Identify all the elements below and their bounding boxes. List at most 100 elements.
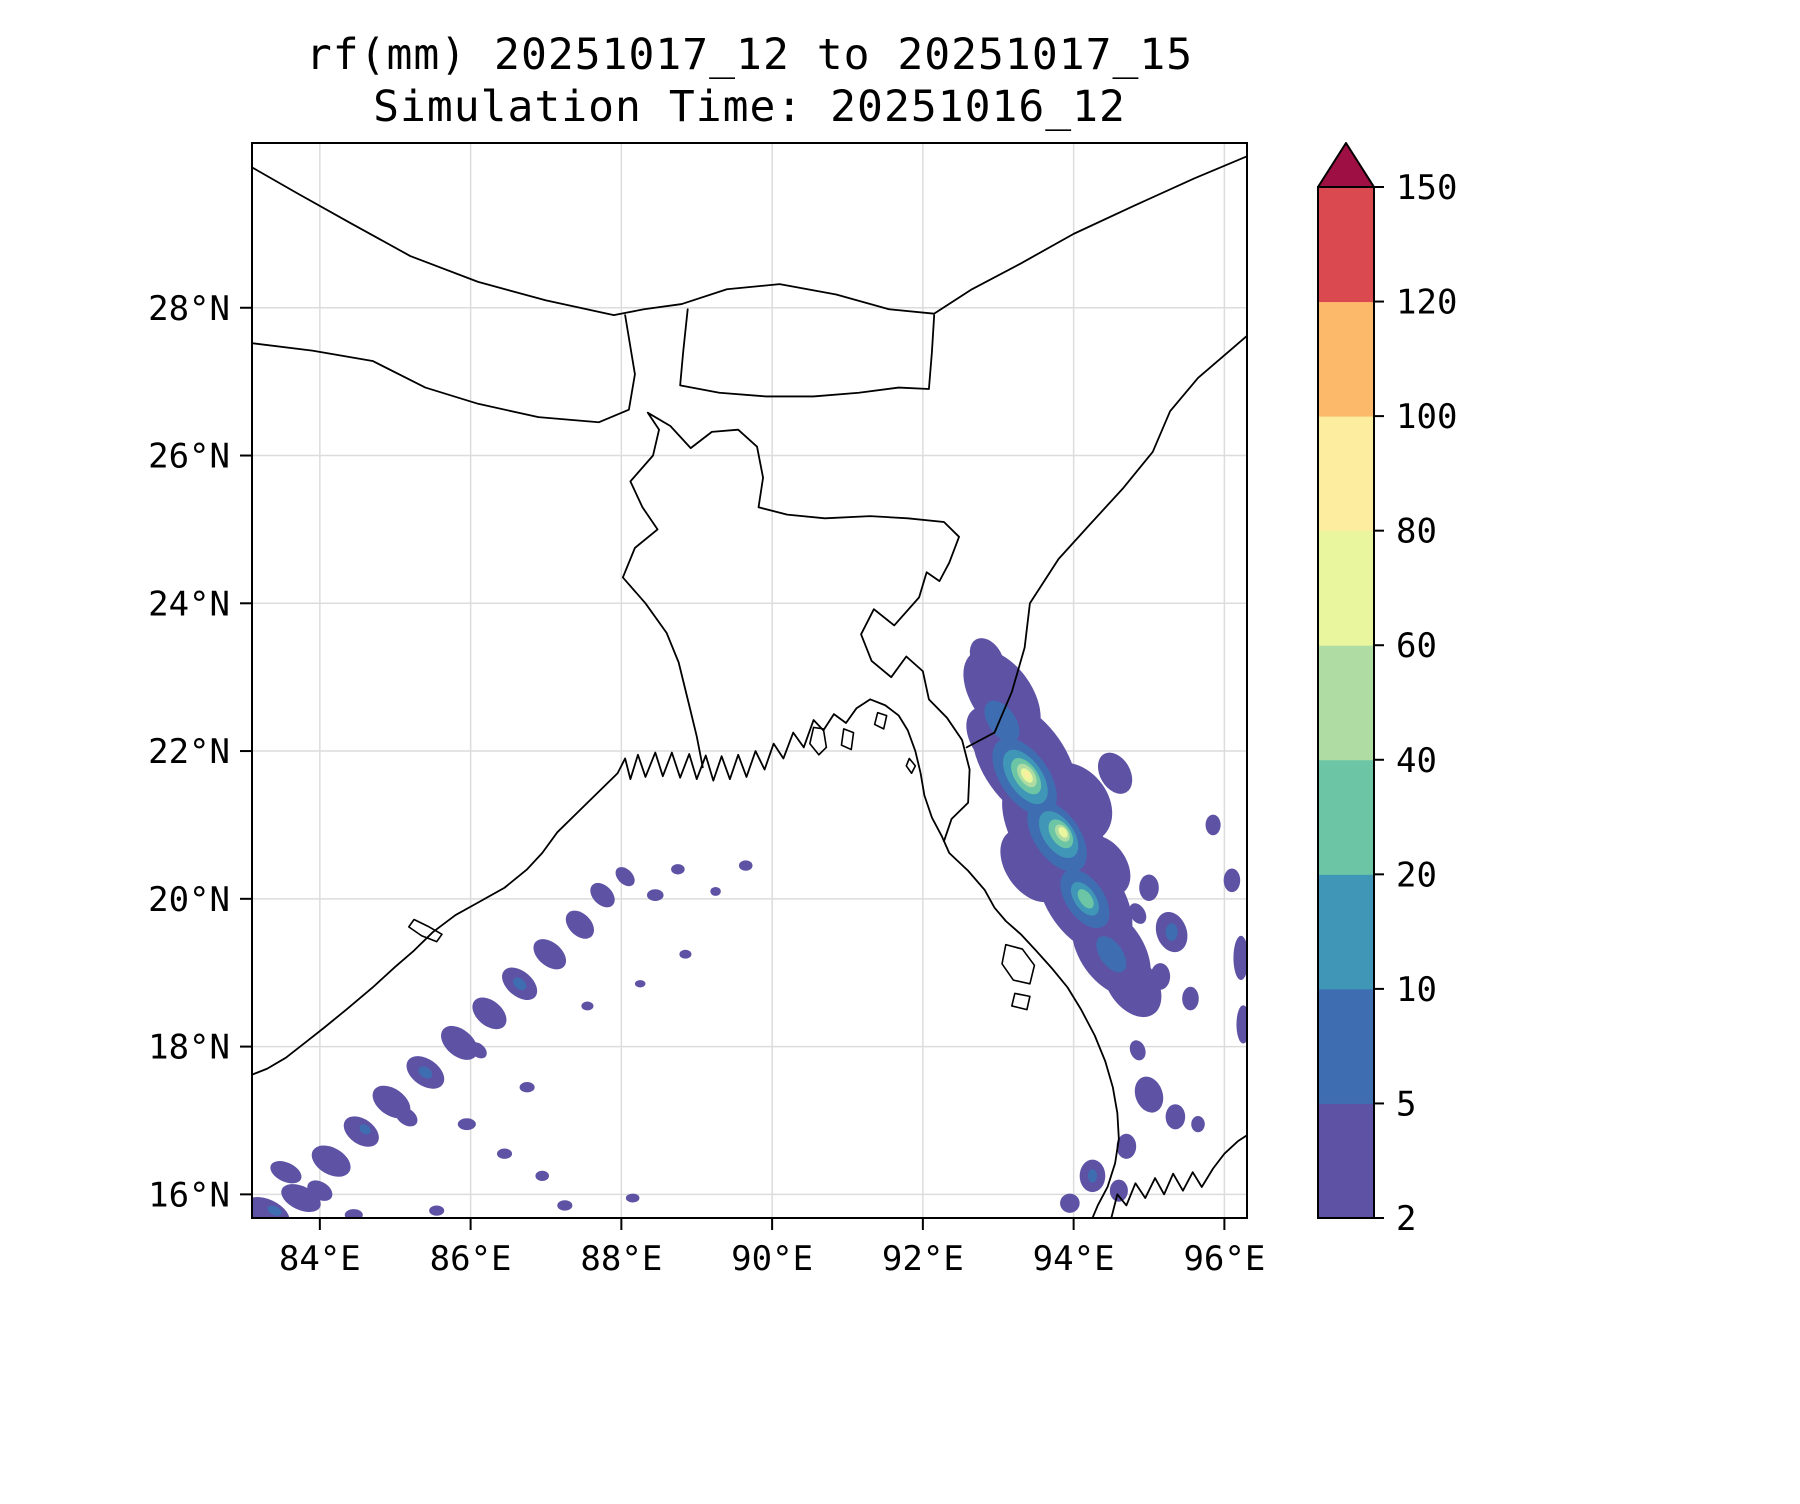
rain-contour-patch xyxy=(557,1200,573,1211)
colorbar-segment xyxy=(1318,187,1374,303)
country-border xyxy=(679,308,936,398)
rain-contour-patch xyxy=(1139,874,1159,902)
rain-contour-patch xyxy=(311,1145,351,1177)
rain-contour-patch xyxy=(738,860,753,871)
rain-contour-patch xyxy=(984,700,1020,743)
rain-contour-patch xyxy=(1165,1104,1186,1130)
rain-contour-patch xyxy=(1191,1116,1205,1133)
rain-contour-patch xyxy=(1096,936,1127,973)
rain-contour-patch xyxy=(359,1124,371,1135)
y-tick-label: 28°N xyxy=(148,289,230,329)
rain-contour-patch xyxy=(1182,986,1199,1011)
rain-contour-patch xyxy=(1150,963,1171,990)
rain-contour-patch xyxy=(1165,923,1178,941)
colorbar-tick-label: 120 xyxy=(1396,283,1457,323)
rain-contour-patch xyxy=(1077,889,1094,909)
colorbar-tick-label: 150 xyxy=(1396,168,1457,208)
rain-contour-patch xyxy=(1116,1133,1137,1159)
rain-contour-patch xyxy=(615,867,635,887)
rain-contour-patch xyxy=(519,1082,535,1093)
rain-contour-patch xyxy=(634,980,646,988)
rain-contour-patch xyxy=(395,1107,418,1127)
colorbar-tick-label: 80 xyxy=(1396,512,1437,552)
rain-contour-patch xyxy=(646,889,664,902)
island-outline xyxy=(1011,992,1031,1011)
island-outline xyxy=(809,726,828,756)
rain-contour-patch xyxy=(533,939,567,970)
x-tick-label: 90°E xyxy=(731,1239,813,1279)
colorbar-segment xyxy=(1318,530,1374,646)
rain-contour-patch xyxy=(270,1161,302,1184)
rain-contour-patch xyxy=(307,1180,333,1201)
axes-frame xyxy=(251,142,1248,1219)
colorbar-segment xyxy=(1318,759,1374,875)
x-tick-label: 86°E xyxy=(430,1239,512,1279)
colorbar-tick-label: 5 xyxy=(1396,1084,1416,1124)
rain-contour-patch xyxy=(969,638,1005,680)
rain-contour-patch xyxy=(671,864,685,875)
colorbar-segment xyxy=(1318,1103,1374,1219)
rain-contour-patch xyxy=(429,1205,445,1216)
coastline xyxy=(1110,1134,1247,1218)
island-outline xyxy=(407,918,443,943)
rain-contour-patch xyxy=(1109,1179,1128,1202)
colorbar-tick-label: 100 xyxy=(1396,397,1457,437)
rain-contour-patch xyxy=(1134,1076,1164,1113)
y-tick-label: 20°N xyxy=(148,880,230,920)
rain-contour-patch xyxy=(469,1042,487,1059)
rain-contour-patch xyxy=(457,1118,476,1131)
island-outline xyxy=(1001,943,1036,985)
y-tick-label: 22°N xyxy=(148,732,230,772)
colorbar-segment xyxy=(1318,874,1374,990)
rain-contour-patch xyxy=(710,887,721,896)
colorbar-tick-label: 2 xyxy=(1396,1199,1416,1239)
rain-contour-patch xyxy=(1223,868,1241,893)
country-border xyxy=(252,314,636,424)
rain-contour-patch xyxy=(1024,771,1030,778)
rain-contour-patch xyxy=(1097,752,1133,794)
rain-contour-patch xyxy=(581,1001,594,1011)
rain-contour-patch xyxy=(679,949,692,959)
rain-contour-patch xyxy=(565,910,595,939)
plot-area xyxy=(252,143,1247,1218)
colorbar-segment xyxy=(1318,416,1374,532)
island-outline xyxy=(840,728,855,751)
y-tick-label: 26°N xyxy=(148,437,230,477)
rain-contour-patch xyxy=(1233,935,1247,981)
coastline xyxy=(252,698,1120,1218)
x-tick-label: 88°E xyxy=(580,1239,662,1279)
colorbar-tick-label: 40 xyxy=(1396,741,1437,781)
colorbar-segment xyxy=(1318,988,1374,1104)
x-tick-label: 96°E xyxy=(1183,1239,1265,1279)
country-border xyxy=(621,411,971,843)
colorbar: 2 5 10 20 40 60 80 100 120 150 xyxy=(1317,142,1457,1239)
island-outline xyxy=(873,711,888,730)
rain-contour-patch xyxy=(1058,827,1068,838)
plot-title: rf(mm) 20251017_12 to 20251017_15 xyxy=(305,30,1194,80)
rain-contour-patch xyxy=(1205,814,1221,836)
x-tick-label: 94°E xyxy=(1033,1239,1115,1279)
rain-contour-patch xyxy=(496,1148,513,1159)
rain-contour-patch xyxy=(441,1025,478,1060)
y-tick-label: 18°N xyxy=(148,1028,230,1068)
colorbar-outline xyxy=(1317,186,1375,1219)
colorbar-over-arrow xyxy=(1317,142,1375,188)
x-tick-label: 84°E xyxy=(279,1239,361,1279)
rain-contour-patch xyxy=(267,1205,282,1216)
rain-contour-patch xyxy=(472,997,507,1030)
rain-contour-patch xyxy=(625,1193,640,1203)
island-outline xyxy=(905,757,917,775)
y-tick-label: 24°N xyxy=(148,584,230,624)
colorbar-segment xyxy=(1318,645,1374,761)
colorbar-tick-label: 60 xyxy=(1396,626,1437,666)
rain-contour-patch xyxy=(512,977,527,991)
rain-contour-patch xyxy=(1129,1040,1146,1061)
country-border xyxy=(965,334,1247,749)
rain-contour-patch xyxy=(418,1066,433,1079)
colorbar-segment xyxy=(1318,301,1374,417)
rain-contour-patch xyxy=(252,1197,290,1218)
x-tick-label: 92°E xyxy=(882,1239,964,1279)
rain-contour-patch xyxy=(1060,1193,1080,1213)
rain-contour-patch xyxy=(590,882,615,908)
